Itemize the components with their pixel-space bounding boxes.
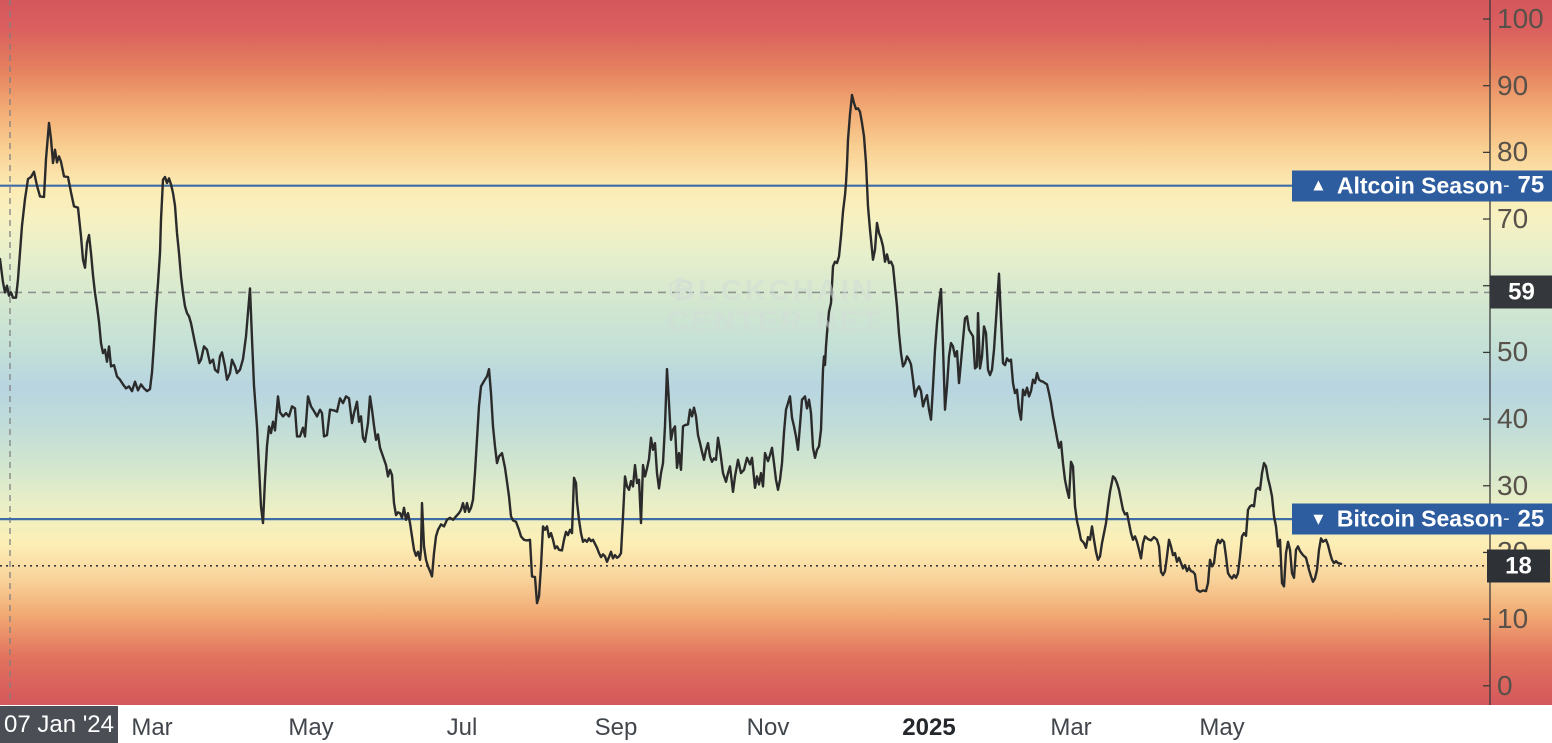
x-tick-label: 2025	[902, 714, 956, 741]
bitcoin-season-label: Bitcoin Season	[1336, 505, 1503, 532]
y-axis-ticks	[1483, 18, 1490, 687]
x-tick-label: May	[288, 714, 334, 741]
y-tick-label: 70	[1497, 203, 1529, 235]
y-tick-label: 100	[1497, 3, 1544, 34]
y-tick-label: 30	[1497, 469, 1529, 501]
index-series-line	[0, 93, 1343, 605]
x-tick-label: May	[1199, 714, 1245, 741]
y-tick-label: 40	[1497, 403, 1529, 435]
up-arrow-icon: ▲	[1310, 175, 1327, 195]
dash-separator: -	[1502, 174, 1510, 197]
y-tick-label: 80	[1497, 136, 1529, 168]
gradient-background	[0, 0, 1552, 705]
down-arrow-icon: ▼	[1310, 509, 1327, 529]
bitcoin-season-value: 25	[1517, 505, 1545, 533]
x-tick-label: Mar	[131, 714, 173, 741]
x-tick-label: Sep	[594, 714, 638, 741]
x-axis-strip: 07 Jan '24 Mar May Jul Sep Nov 2025 Mar May	[0, 705, 1552, 743]
x-tick-label: Jul	[446, 714, 478, 741]
x-tick-label: Nov	[746, 714, 790, 741]
bitcoin-season-badge: ▼ Bitcoin Season - 25	[1292, 503, 1552, 535]
altcoin-season-label: Altcoin Season	[1336, 172, 1503, 199]
dash-separator: -	[1502, 507, 1510, 530]
y-tick-label: 10	[1497, 603, 1529, 635]
crosshair-date-badge: 07 Jan '24	[0, 706, 118, 743]
y-tick-label: 90	[1497, 69, 1529, 101]
crosshair-value-badge: 59	[1490, 275, 1552, 309]
x-tick-label: Mar	[1050, 714, 1092, 741]
y-tick-label: 0	[1497, 669, 1513, 701]
last-value-badge: 18	[1487, 549, 1550, 583]
altcoin-season-badge: ▲ Altcoin Season - 75	[1292, 170, 1552, 202]
y-tick-label: 50	[1497, 336, 1529, 368]
altcoin-season-value: 75	[1517, 171, 1545, 199]
